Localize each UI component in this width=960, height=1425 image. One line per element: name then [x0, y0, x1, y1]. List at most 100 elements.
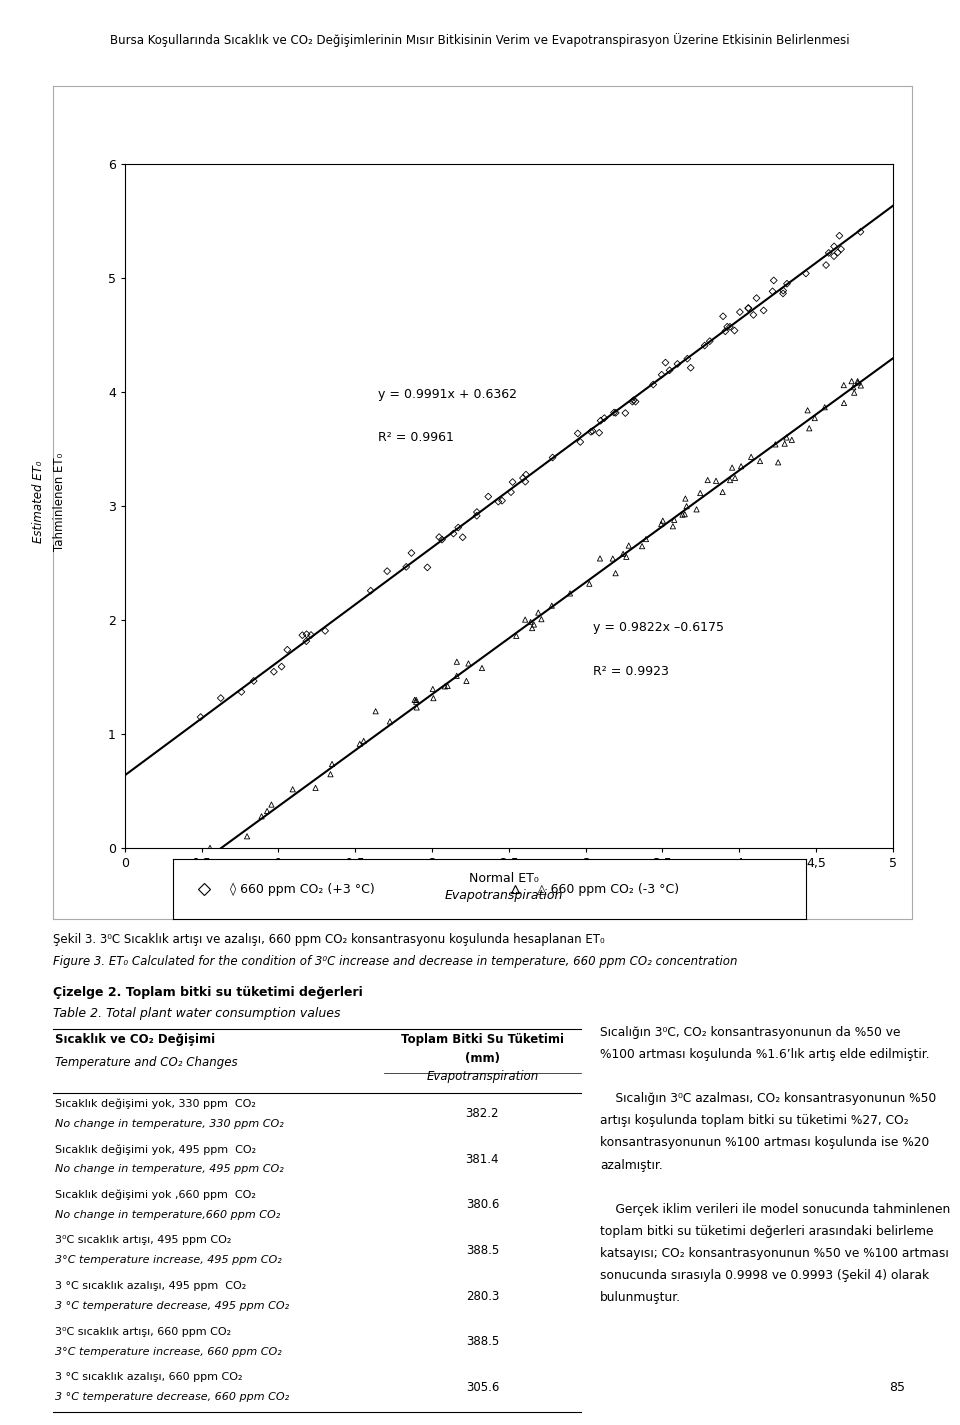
- Point: [719, 315, 734, 338]
- Text: (mm): (mm): [465, 1052, 500, 1064]
- Point: [503, 480, 518, 503]
- Point: [259, 799, 275, 822]
- Point: [683, 356, 698, 379]
- Point: [802, 418, 817, 440]
- Point: [213, 687, 228, 710]
- Point: [445, 522, 461, 544]
- Point: [741, 296, 756, 319]
- Text: Çizelge 2. Toplam bitki su tüketimi değerleri: Çizelge 2. Toplam bitki su tüketimi değe…: [53, 986, 363, 999]
- Point: [818, 254, 833, 276]
- Text: 3⁰C sıcaklık artışı, 495 ppm CO₂: 3⁰C sıcaklık artışı, 495 ppm CO₂: [55, 1235, 231, 1245]
- Point: [851, 370, 866, 393]
- Text: Tahminlenen ET₀: Tahminlenen ET₀: [53, 453, 66, 550]
- Point: [608, 402, 623, 425]
- Point: [715, 480, 731, 503]
- Point: [449, 664, 465, 687]
- Point: [584, 420, 599, 443]
- Text: Normal ET₀: Normal ET₀: [469, 872, 539, 885]
- Text: Bursa Koşullarında Sıcaklık ve CO₂ Değişimlerinin Mısır Bitkisinin Verim ve Evap: Bursa Koşullarında Sıcaklık ve CO₂ Değiş…: [110, 33, 850, 47]
- Point: [692, 482, 708, 504]
- Point: [827, 235, 842, 258]
- Point: [733, 455, 749, 477]
- Point: [743, 446, 758, 469]
- Point: [407, 688, 422, 711]
- Text: No change in temperature, 495 ppm CO₂: No change in temperature, 495 ppm CO₂: [55, 1164, 283, 1174]
- Text: 3 °C sıcaklık azalışı, 660 ppm CO₂: 3 °C sıcaklık azalışı, 660 ppm CO₂: [55, 1372, 242, 1382]
- Text: katsayısı; CO₂ konsantrasyonunun %50 ve %100 artması: katsayısı; CO₂ konsantrasyonunun %50 ve …: [600, 1247, 948, 1260]
- Point: [531, 601, 546, 624]
- Point: [756, 299, 771, 322]
- Point: [776, 282, 791, 305]
- Point: [246, 670, 261, 693]
- Point: [678, 487, 693, 510]
- Text: %100 artması koşulunda %1.6’lık artış elde edilmiştir.: %100 artması koşulunda %1.6’lık artış el…: [600, 1049, 929, 1062]
- Point: [722, 469, 737, 492]
- Point: [831, 224, 847, 247]
- Point: [727, 319, 742, 342]
- Text: Sıcaklık değişimi yok, 330 ppm  CO₂: Sıcaklık değişimi yok, 330 ppm CO₂: [55, 1099, 255, 1109]
- Point: [798, 262, 813, 285]
- Point: [679, 494, 694, 517]
- Point: [431, 526, 446, 549]
- Point: [608, 561, 623, 584]
- Text: Sıcalığın 3⁰C, CO₂ konsantrasyonunun da %50 ve: Sıcalığın 3⁰C, CO₂ konsantrasyonunun da …: [600, 1026, 900, 1039]
- Point: [654, 363, 669, 386]
- Text: 3 °C sıcaklık azalışı, 495 ppm  CO₂: 3 °C sıcaklık azalışı, 495 ppm CO₂: [55, 1281, 246, 1291]
- Point: [833, 238, 849, 261]
- Point: [274, 656, 289, 678]
- Point: [481, 485, 496, 507]
- Text: azalmıştır.: azalmıştır.: [600, 1159, 662, 1171]
- Point: [203, 836, 218, 859]
- Text: 280.3: 280.3: [466, 1290, 499, 1302]
- Text: y = 0.9822x –0.6175: y = 0.9822x –0.6175: [593, 621, 724, 634]
- Point: [765, 279, 780, 302]
- Point: [768, 433, 783, 456]
- Point: [821, 241, 836, 264]
- Text: y = 0.9991x + 0.6362: y = 0.9991x + 0.6362: [378, 388, 517, 400]
- Point: [299, 630, 314, 653]
- Point: [766, 269, 781, 292]
- Text: toplam bitki su tüketimi değerleri arasındaki belirleme: toplam bitki su tüketimi değerleri arası…: [600, 1226, 933, 1238]
- Point: [621, 534, 636, 557]
- Point: [368, 700, 383, 722]
- Point: [434, 529, 449, 551]
- Point: [516, 466, 531, 489]
- Point: [697, 333, 712, 356]
- Point: [853, 375, 869, 398]
- Text: 380.6: 380.6: [466, 1198, 499, 1211]
- Point: [323, 762, 338, 785]
- Point: [266, 660, 281, 683]
- Point: [618, 546, 634, 569]
- Point: [717, 319, 732, 342]
- Text: ◊ 660 ppm CO₂ (+3 °C): ◊ 660 ppm CO₂ (+3 °C): [229, 882, 374, 896]
- Point: [830, 241, 846, 264]
- Point: [771, 450, 786, 473]
- Point: [318, 620, 333, 643]
- Text: Estimated ET₀: Estimated ET₀: [32, 460, 45, 543]
- Point: [517, 608, 533, 631]
- Point: [563, 581, 578, 604]
- Text: Sıcalığın 3⁰C azalması, CO₂ konsantrasyonunun %50: Sıcalığın 3⁰C azalması, CO₂ konsantrasyo…: [600, 1092, 936, 1106]
- Point: [279, 638, 295, 661]
- Point: [264, 794, 279, 817]
- Point: [836, 392, 852, 415]
- Point: [628, 390, 643, 413]
- Point: [645, 373, 660, 396]
- Point: [592, 547, 608, 570]
- Point: [505, 470, 520, 493]
- Point: [239, 825, 254, 848]
- Point: [749, 286, 764, 309]
- Point: [461, 653, 476, 675]
- Text: konsantrasyonunun %100 artması koşulunda ise %20: konsantrasyonunun %100 artması koşulunda…: [600, 1137, 929, 1150]
- Text: bulunmuştur.: bulunmuştur.: [600, 1291, 682, 1304]
- Point: [846, 376, 861, 399]
- Point: [491, 490, 506, 513]
- Text: Table 2. Total plant water consumption values: Table 2. Total plant water consumption v…: [53, 1007, 340, 1020]
- Point: [670, 352, 685, 375]
- Point: [425, 678, 441, 701]
- Point: [253, 805, 269, 828]
- Point: [800, 399, 815, 422]
- Text: Toplam Bitki Su Tüketimi: Toplam Bitki Su Tüketimi: [401, 1033, 564, 1046]
- Point: [382, 710, 397, 732]
- Point: [836, 373, 852, 396]
